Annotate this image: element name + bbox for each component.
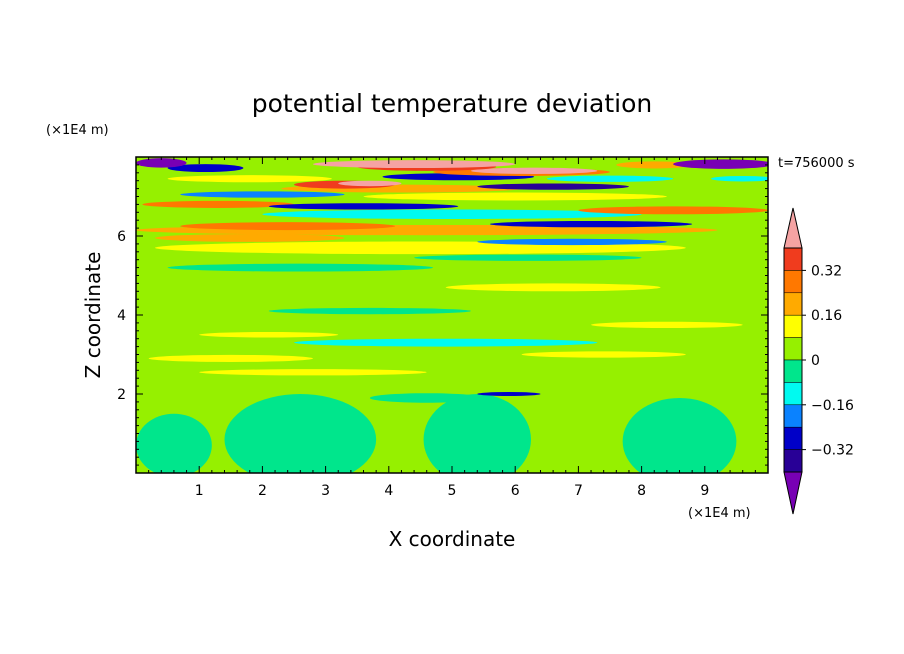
- colorbar-bin: [783, 337, 803, 361]
- contour-region: [136, 158, 187, 168]
- plot-area: [136, 157, 768, 473]
- chart-title: potential temperature deviation: [252, 89, 652, 118]
- x-tick-label: 7: [574, 483, 583, 499]
- contour-regions: [136, 158, 768, 473]
- x-axis-ticks: 1 2 3 4 5 6 7 8 9: [148, 157, 756, 499]
- contour-region: [414, 254, 642, 261]
- contour-region: [711, 175, 768, 182]
- x-tick-label: 8: [637, 483, 646, 499]
- contour-region: [673, 159, 768, 169]
- x-tick-label: 3: [321, 483, 330, 499]
- contour-region: [167, 175, 332, 183]
- contour-region: [224, 394, 377, 473]
- contour-region: [262, 209, 642, 220]
- contour-region: [369, 393, 484, 403]
- contour-region: [591, 321, 743, 329]
- colorbar-bin: [783, 426, 803, 450]
- contour-region: [470, 167, 598, 174]
- colorbar-tick-label: 0: [811, 353, 820, 369]
- y-tick-label: 2: [117, 387, 126, 403]
- contour-region: [199, 331, 339, 338]
- colorbar-bin: [783, 314, 803, 338]
- contour-region: [167, 263, 434, 272]
- contour-region: [199, 369, 427, 376]
- contour-region: [622, 397, 737, 473]
- colorbar-bin: [783, 292, 803, 316]
- contour-region: [148, 354, 313, 363]
- colorbar-bin: [783, 270, 803, 294]
- colorbar-top-triangle: [783, 207, 803, 249]
- contour-region: [180, 222, 396, 231]
- x-tick-label: 1: [195, 483, 204, 499]
- colorbar-bin: [783, 449, 803, 473]
- colorbar-tick-label: −0.32: [811, 443, 854, 459]
- contour-region: [477, 238, 667, 246]
- x-axis-label: X coordinate: [389, 527, 516, 551]
- contour-region: [338, 180, 402, 187]
- y-tick-label: 6: [117, 229, 126, 245]
- contour-region: [616, 161, 693, 169]
- time-label: t=756000 s: [778, 156, 855, 171]
- y-axis-ticks: 2 4 6: [117, 164, 768, 466]
- contour-region: [423, 394, 531, 473]
- x-tick-label: 4: [384, 483, 393, 499]
- contour-region: [445, 283, 661, 292]
- contour-region: [167, 164, 244, 173]
- contour-region: [477, 392, 541, 396]
- y-tick-label: 4: [117, 308, 126, 324]
- x-unit-label: (×1E4 m): [688, 506, 751, 521]
- contour-region: [363, 192, 667, 201]
- colorbar-bin: [783, 247, 803, 271]
- contour-region: [477, 183, 629, 190]
- contour-region: [142, 200, 294, 208]
- contour-region: [294, 338, 598, 347]
- contour-region: [312, 160, 516, 169]
- colorbar-bottom-triangle: [783, 471, 803, 515]
- colorbar-tick-label: −0.16: [811, 398, 854, 414]
- contour-region: [546, 175, 674, 182]
- y-axis-label: Z coordinate: [81, 252, 105, 379]
- colorbar: 0.32 0.16 0 −0.16 −0.32: [783, 207, 854, 515]
- contour-region: [578, 206, 768, 215]
- colorbar-bin: [783, 404, 803, 428]
- contour-region: [180, 191, 345, 198]
- colorbar-bin: [783, 359, 803, 383]
- contour-region: [268, 307, 471, 315]
- x-tick-label: 6: [511, 483, 520, 499]
- x-tick-label: 9: [700, 483, 709, 499]
- colorbar-tick-label: 0.32: [811, 263, 842, 279]
- x-tick-label: 5: [448, 483, 457, 499]
- y-unit-label: (×1E4 m): [46, 123, 109, 138]
- contour-region: [521, 351, 686, 358]
- contour-region: [136, 413, 212, 473]
- colorbar-bin: [783, 382, 803, 406]
- contour-region: [489, 220, 693, 228]
- x-tick-label: 2: [258, 483, 267, 499]
- contour-region: [154, 234, 345, 242]
- contour-region: [268, 203, 459, 210]
- colorbar-tick-label: 0.16: [811, 308, 842, 324]
